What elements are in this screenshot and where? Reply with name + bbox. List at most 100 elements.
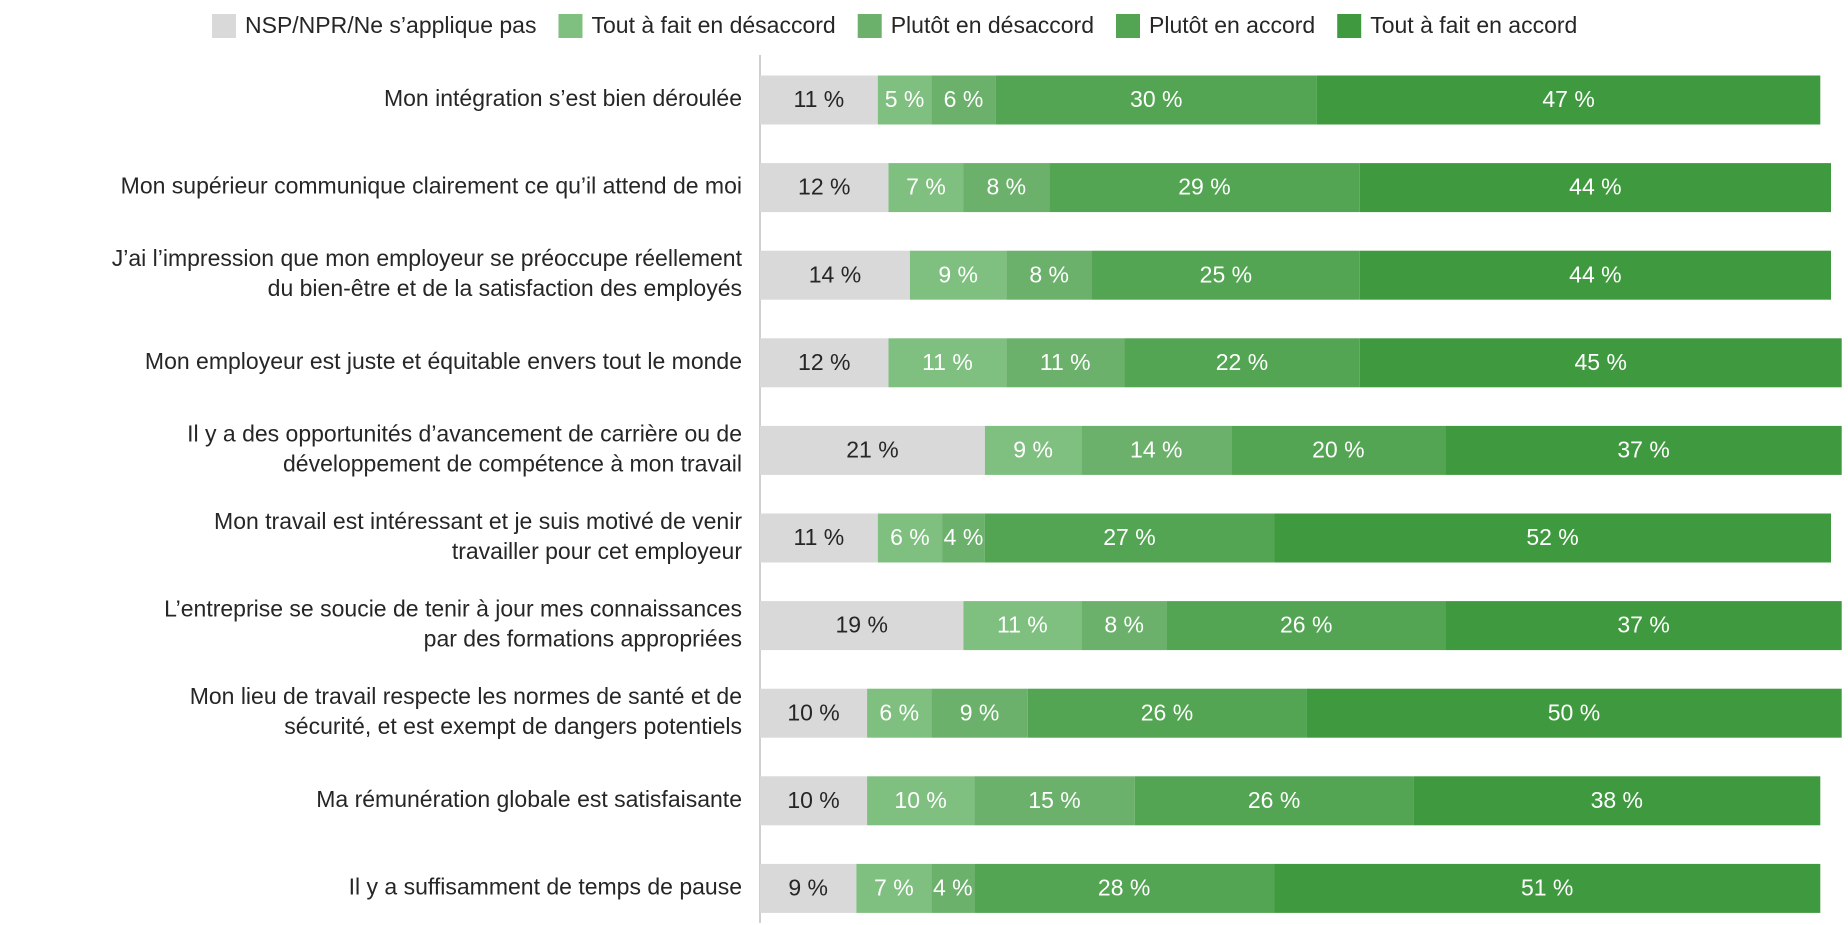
bar-segment	[974, 863, 1275, 913]
bar-segment	[909, 250, 1007, 300]
bar-segment	[931, 863, 975, 913]
bar-segment	[760, 688, 868, 738]
value-label: 44 %	[1569, 174, 1621, 200]
bar-segment	[1359, 163, 1831, 213]
value-label: 29 %	[1178, 174, 1230, 200]
bar-segment	[1413, 776, 1821, 826]
bar-segment	[1359, 250, 1831, 300]
bar-segment	[1306, 688, 1842, 738]
bar-segment	[877, 75, 932, 125]
value-label: 50 %	[1548, 699, 1600, 725]
bar-segment	[1274, 513, 1831, 563]
value-label: 22 %	[1216, 349, 1268, 375]
bar-segment	[931, 75, 996, 125]
bar-segment	[1134, 776, 1414, 826]
value-label: 9 %	[788, 874, 828, 900]
value-label: 11 %	[997, 612, 1048, 638]
value-label: 51 %	[1521, 874, 1573, 900]
bar-segment	[760, 425, 985, 475]
category-label: Il y a suffisamment de temps de pause	[349, 873, 742, 899]
bar-segment	[760, 163, 889, 213]
value-label: 6 %	[890, 524, 930, 550]
value-label: 6 %	[879, 699, 919, 725]
bar-segment	[931, 688, 1028, 738]
category-label: L’entreprise se soucie de tenir à jour m…	[164, 596, 742, 652]
bar-segment	[867, 688, 932, 738]
bar-segment	[1006, 338, 1125, 388]
bar-segment	[1166, 601, 1446, 651]
category-label: Il y a des opportunités d’avancement de …	[187, 420, 742, 476]
legend-label: NSP/NPR/Ne s’applique pas	[245, 12, 536, 38]
bar-segment	[760, 863, 857, 913]
legend-label: Tout à fait en désaccord	[591, 12, 835, 38]
value-label: 8 %	[1029, 261, 1069, 287]
category-label: Mon employeur est juste et équitable env…	[145, 348, 742, 374]
legend-label: Tout à fait en accord	[1370, 12, 1577, 38]
value-label: 8 %	[987, 174, 1027, 200]
bar-segment	[1445, 601, 1842, 651]
bar-segment	[974, 776, 1135, 826]
value-label: 28 %	[1098, 874, 1150, 900]
value-label: 20 %	[1312, 436, 1364, 462]
legend-swatch	[558, 14, 583, 38]
value-label: 5 %	[885, 86, 925, 112]
value-label: 37 %	[1617, 612, 1669, 638]
legend-label: Plutôt en accord	[1149, 12, 1315, 38]
legend-label: Plutôt en désaccord	[891, 12, 1094, 38]
bar-segment	[877, 513, 943, 563]
bar-segment	[1049, 163, 1360, 213]
value-label: 26 %	[1141, 699, 1193, 725]
category-label: Ma rémunération globale est satisfaisant…	[316, 786, 742, 812]
legend-swatch	[857, 14, 882, 38]
legend-swatch	[1337, 14, 1362, 38]
value-label: 10 %	[787, 699, 839, 725]
bar-segment	[1274, 863, 1821, 913]
bar-segment	[963, 601, 1082, 651]
bar-segment	[856, 863, 932, 913]
value-label: 19 %	[836, 612, 888, 638]
value-label: 10 %	[894, 787, 946, 813]
bar-segment	[888, 338, 1007, 388]
value-label: 38 %	[1591, 787, 1643, 813]
bar-segment	[1124, 338, 1360, 388]
bar-segment	[995, 75, 1317, 125]
bar-segment	[867, 776, 975, 826]
value-label: 45 %	[1575, 349, 1627, 375]
value-label: 37 %	[1617, 436, 1669, 462]
bar-segment	[1231, 425, 1446, 475]
value-label: 44 %	[1569, 261, 1621, 287]
bar-segment	[760, 513, 878, 563]
bar-segment	[1006, 250, 1093, 300]
value-label: 11 %	[794, 524, 845, 550]
bar-segment	[760, 776, 868, 826]
value-label: 6 %	[944, 86, 984, 112]
value-label: 14 %	[809, 261, 861, 287]
category-label: J’ai l’impression que mon employeur se p…	[112, 245, 743, 301]
value-label: 8 %	[1104, 612, 1144, 638]
value-label: 52 %	[1526, 524, 1578, 550]
value-label: 4 %	[933, 874, 973, 900]
value-label: 21 %	[846, 436, 898, 462]
value-label: 10 %	[787, 787, 839, 813]
value-label: 26 %	[1280, 612, 1332, 638]
bar-segment	[760, 601, 964, 651]
value-label: 14 %	[1130, 436, 1182, 462]
bar-segment	[1316, 75, 1821, 125]
value-label: 9 %	[938, 261, 978, 287]
bar-segment	[1081, 425, 1232, 475]
category-label: Mon travail est intéressant et je suis m…	[214, 508, 742, 564]
legend-swatch	[212, 14, 236, 38]
value-label: 30 %	[1130, 86, 1182, 112]
bar-segment	[1445, 425, 1842, 475]
bar-segment	[984, 425, 1082, 475]
legend-swatch	[1116, 14, 1140, 38]
bar-segment	[1359, 338, 1842, 388]
value-label: 26 %	[1248, 787, 1300, 813]
bar-segment	[760, 250, 910, 300]
value-label: 4 %	[944, 524, 984, 550]
value-label: 12 %	[798, 349, 850, 375]
value-label: 11 %	[794, 86, 845, 112]
bar-segment	[1092, 250, 1360, 300]
value-label: 7 %	[874, 874, 914, 900]
